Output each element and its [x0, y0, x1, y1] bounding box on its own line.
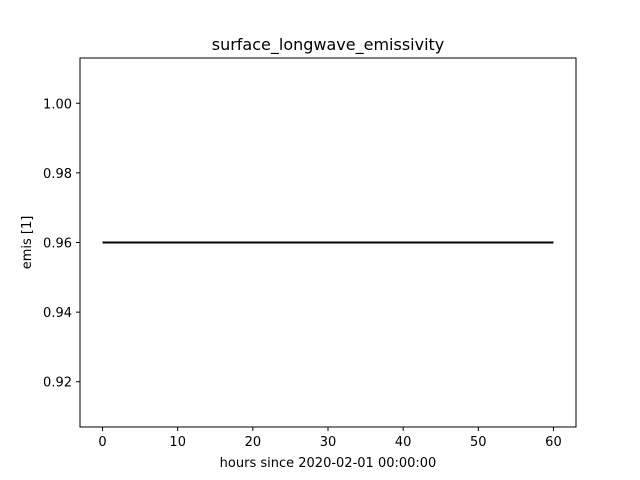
- plot-area-frame: [79, 57, 577, 428]
- x-tick-label: 10: [169, 435, 186, 450]
- y-tick-label: 0.98: [43, 167, 72, 182]
- x-tick-label: 0: [98, 435, 106, 450]
- x-axis-label: hours since 2020-02-01 00:00:00: [220, 456, 437, 471]
- x-tick-label: 30: [320, 435, 337, 450]
- y-tick-label: 1.00: [43, 97, 72, 112]
- y-tick-label: 0.96: [43, 237, 72, 252]
- x-tick-label: 20: [245, 435, 262, 450]
- x-tick-label: 60: [545, 435, 562, 450]
- y-tick-label: 0.94: [43, 306, 72, 321]
- x-tick-label: 50: [470, 435, 487, 450]
- x-tick-label: 40: [395, 435, 412, 450]
- chart-title: surface_longwave_emissivity: [212, 35, 445, 55]
- y-tick-label: 0.92: [43, 376, 72, 391]
- y-axis-label: emis [1]: [20, 216, 35, 270]
- x-axis-ticks: 0 10 20 30 40 50 60: [98, 427, 562, 450]
- y-axis-ticks: 0.92 0.94 0.96 0.98 1.00: [43, 97, 80, 391]
